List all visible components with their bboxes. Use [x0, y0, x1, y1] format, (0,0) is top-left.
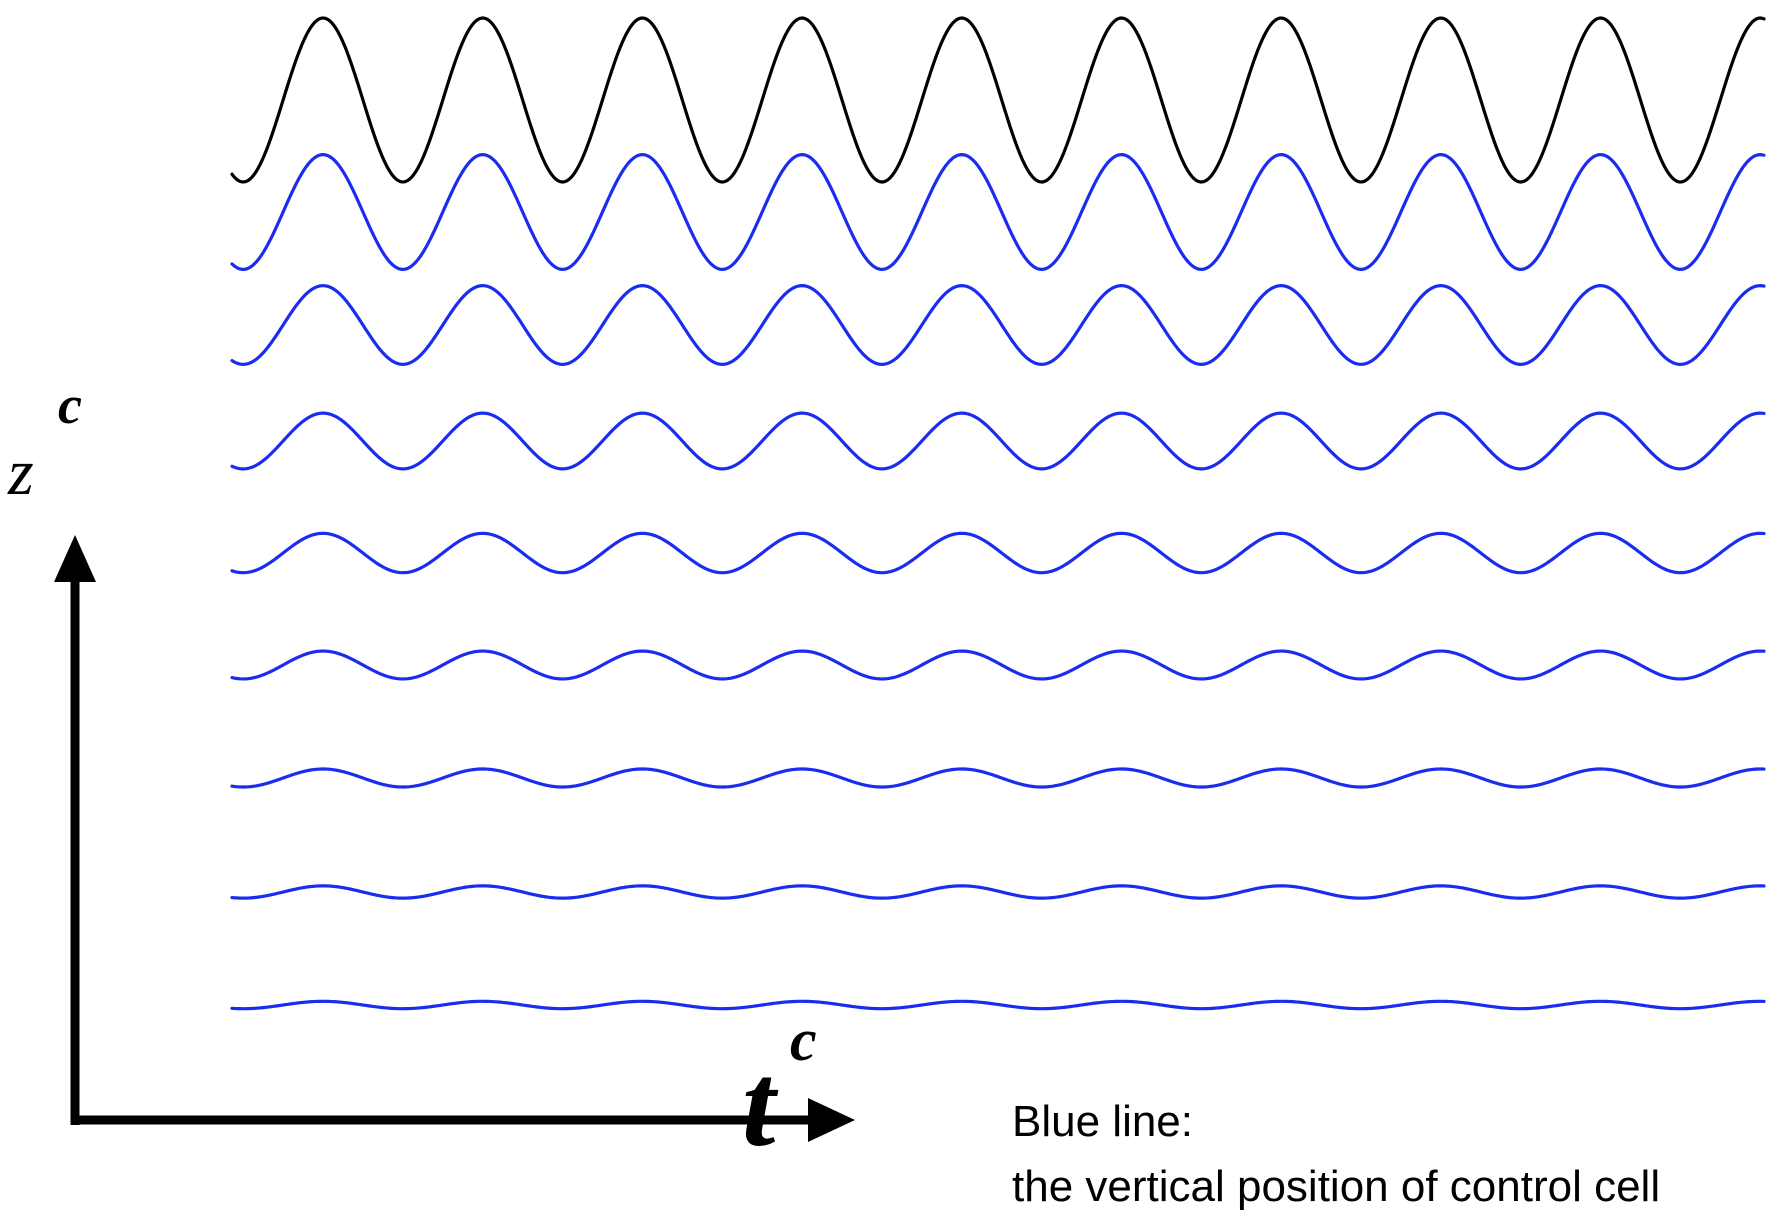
layer-wave-line-5 — [230, 649, 1766, 681]
horizontal-axis-label: t — [742, 1038, 776, 1171]
layer-wave-line-3 — [230, 411, 1766, 471]
layer-wave-line-8 — [230, 999, 1766, 1011]
reference-wave-line — [230, 16, 1766, 184]
layer-wave-line-6 — [230, 767, 1766, 789]
layer-wave-line-2 — [230, 284, 1766, 366]
layer-wave-line-7 — [230, 884, 1766, 900]
wave-group — [230, 16, 1766, 1011]
layer-wave-line-1 — [230, 153, 1766, 271]
vertical-axis-superscript: c — [58, 375, 82, 435]
vertical-axis-label: z — [8, 436, 34, 509]
vertical-axis-arrowhead — [54, 535, 96, 582]
layer-wave-line-4 — [230, 531, 1766, 575]
note-title: Blue line: — [1012, 1097, 1194, 1146]
horizontal-axis-arrowhead — [808, 1098, 855, 1142]
horizontal-axis-superscript: c — [790, 1007, 817, 1073]
note-body: the vertical position of control cell — [1012, 1162, 1661, 1211]
